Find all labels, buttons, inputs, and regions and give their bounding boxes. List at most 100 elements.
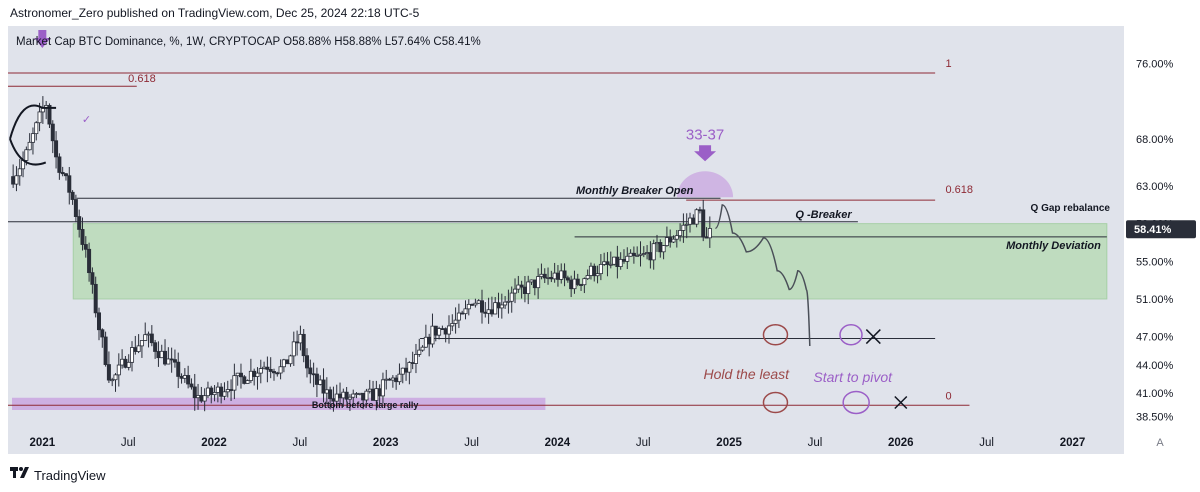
candle-body — [301, 333, 306, 357]
chart-plot-area[interactable]: 33-37 ✓ 0.618 1 0.618 0 Monthly Breaker Open Q … — [8, 26, 1200, 454]
candle-body — [460, 312, 465, 315]
y-tick-label: 63.00% — [1136, 181, 1174, 193]
candle-body — [186, 375, 191, 385]
y-tick-label: 44.00% — [1136, 360, 1174, 372]
candle-body — [354, 393, 359, 395]
candle-body — [407, 362, 412, 373]
monthly-deviation-label: Monthly Deviation — [1006, 240, 1101, 252]
candle-body — [605, 261, 610, 265]
top-arrow-icon — [34, 30, 51, 48]
candle-body — [473, 302, 478, 306]
candle-body — [156, 351, 161, 359]
monthly-breaker-label: Monthly Breaker Open — [576, 185, 694, 197]
y-tick-label: 51.00% — [1136, 294, 1174, 306]
candle-body — [529, 279, 534, 283]
candle-body — [34, 122, 39, 135]
candle-body — [456, 312, 461, 321]
x-tick-label: 2027 — [1060, 437, 1086, 449]
candle-body — [285, 359, 290, 365]
candle-body — [681, 224, 686, 231]
candle-body — [420, 346, 425, 351]
candle-body — [311, 373, 316, 376]
candle-body — [480, 300, 485, 313]
candle-body — [539, 273, 544, 277]
candle-body — [27, 141, 32, 151]
candle-body — [400, 367, 405, 375]
candle-body — [463, 308, 468, 315]
candle-body — [645, 252, 650, 254]
candle-body — [387, 378, 392, 381]
candle-body — [232, 375, 237, 391]
check-mark-icon: ✓ — [82, 113, 91, 126]
candle-body — [146, 333, 151, 336]
candle-body — [499, 304, 504, 309]
candle-body — [519, 284, 524, 288]
candle-body — [374, 388, 379, 401]
candle-body — [288, 355, 293, 365]
x-tick-label: 2022 — [201, 437, 227, 449]
candle-body — [641, 253, 646, 255]
x-tick-label: Jul — [121, 437, 136, 449]
x-tick-label: Jul — [636, 437, 651, 449]
candle-body — [265, 366, 270, 370]
candle-body — [100, 329, 105, 338]
candle-body — [338, 393, 343, 399]
candle-body — [668, 237, 673, 243]
candle-body — [453, 319, 458, 324]
candle-body — [126, 361, 131, 368]
candle-body — [397, 373, 402, 383]
bottom-circle-right — [842, 390, 870, 415]
candle-body — [390, 377, 395, 381]
bottom-circle-left — [762, 391, 789, 414]
candle-body — [90, 272, 95, 285]
candle-body — [54, 140, 59, 158]
candle-body — [248, 370, 253, 381]
candle-body — [506, 300, 511, 303]
candle-body — [404, 367, 409, 373]
candle-body — [278, 366, 283, 374]
candle-body — [688, 217, 693, 225]
q-breaker-label: Q -Breaker — [795, 209, 852, 221]
candle-body — [209, 387, 214, 396]
candle-body — [252, 370, 257, 377]
candle-body — [522, 286, 527, 294]
candle-body — [664, 237, 669, 246]
candle-body — [582, 278, 587, 286]
chart-svg[interactable]: 33-37 ✓ 0.618 1 0.618 0 Monthly Breaker Open Q … — [8, 26, 1200, 454]
candle-body — [212, 392, 217, 396]
candle-body — [367, 388, 372, 392]
candle-body — [222, 391, 227, 397]
candle-body — [179, 376, 184, 379]
pivot-label: Start to pivot — [813, 369, 893, 385]
candle-body — [423, 336, 428, 348]
fib-1-label: 1 — [945, 58, 951, 70]
candle-body — [87, 248, 92, 274]
candle-body — [638, 253, 643, 256]
candle-body — [63, 173, 68, 177]
candle-body — [394, 377, 399, 383]
candle-body — [163, 350, 168, 365]
hold-circle — [762, 323, 789, 346]
candle-body — [314, 373, 319, 385]
candle-body — [199, 395, 204, 402]
candle-body — [77, 216, 82, 230]
candle-body — [308, 367, 313, 375]
candle-body — [275, 372, 280, 375]
x-tick-label: Jul — [464, 437, 479, 449]
chart-header: Astronomer_Zero published on TradingView… — [0, 0, 1200, 26]
candle-body — [143, 334, 148, 341]
tradingview-logo-icon — [10, 467, 29, 478]
bottom-band — [12, 397, 546, 410]
candle-body — [658, 242, 663, 253]
candle-body — [654, 242, 659, 245]
candle-body — [588, 265, 593, 276]
candle-body — [631, 252, 636, 257]
candle-body — [176, 361, 181, 377]
candle-body — [694, 209, 699, 225]
publisher-line: Astronomer_Zero published on TradingView… — [10, 6, 420, 20]
top-ellipse — [9, 104, 57, 166]
y-tick-label: 76.00% — [1136, 59, 1174, 71]
candle-body — [291, 341, 296, 357]
candle-body — [268, 368, 273, 372]
hold-label: Hold the least — [703, 366, 790, 382]
